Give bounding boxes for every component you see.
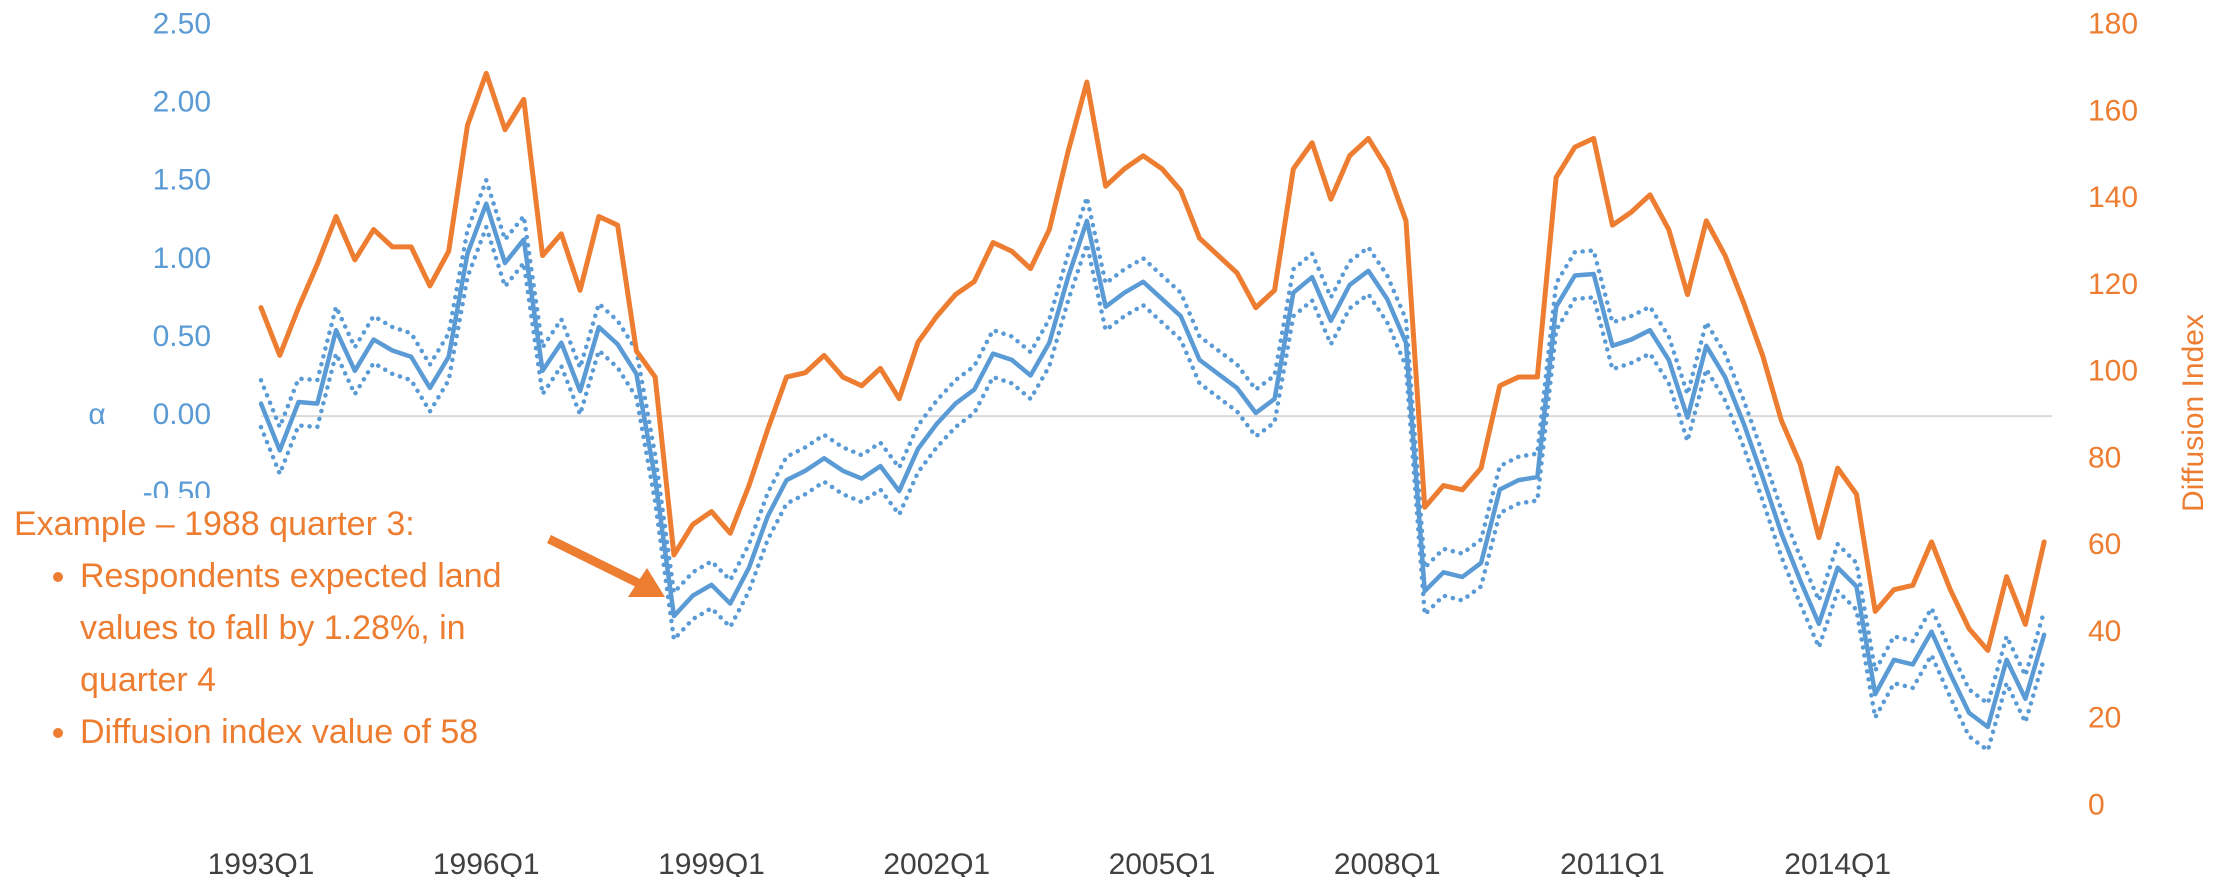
x-tick-label: 2014Q1 bbox=[1784, 848, 1891, 877]
x-tick-label: 2011Q1 bbox=[1560, 848, 1665, 877]
x-tick-label: 1996Q1 bbox=[433, 848, 540, 877]
y2-tick-label: 20 bbox=[2088, 702, 2121, 735]
y-tick-label: 2.00 bbox=[153, 86, 211, 119]
series-line bbox=[258, 70, 2047, 653]
y-axis-label: α bbox=[88, 398, 105, 431]
annotation-list: Respondents expected land values to fall… bbox=[8, 550, 560, 758]
annotation-bullet: Diffusion index value of 58 bbox=[80, 706, 560, 758]
y-tick-label: 1.00 bbox=[153, 242, 211, 275]
y2-tick-label: 140 bbox=[2088, 181, 2138, 214]
x-tick-label: 1993Q1 bbox=[208, 848, 315, 877]
series-line bbox=[258, 201, 2047, 730]
y2-tick-label: 120 bbox=[2088, 268, 2138, 301]
y2-tick-label: 180 bbox=[2088, 8, 2138, 41]
x-tick-label: 2002Q1 bbox=[883, 848, 990, 877]
annotation-title: Example – 1988 quarter 3: bbox=[14, 505, 415, 543]
y2-tick-label: 60 bbox=[2088, 528, 2121, 561]
annotation: Example – 1988 quarter 3: Respondents ex… bbox=[8, 498, 568, 840]
annotation-bullet: Respondents expected land values to fall… bbox=[80, 550, 560, 706]
y2-tick-label: 160 bbox=[2088, 94, 2138, 127]
y2-axis-label: Diffusion Index bbox=[2177, 314, 2210, 512]
y2-tick-label: 0 bbox=[2088, 789, 2105, 822]
series-line bbox=[258, 177, 2047, 706]
y-tick-label: 1.50 bbox=[153, 164, 211, 197]
y2-tick-label: 80 bbox=[2088, 441, 2121, 474]
y2-tick-label: 100 bbox=[2088, 355, 2138, 388]
y-tick-label: 0.50 bbox=[153, 320, 211, 353]
series-line bbox=[258, 224, 2047, 753]
y-tick-label: 0.00 bbox=[153, 398, 211, 431]
x-tick-label: 2008Q1 bbox=[1334, 848, 1441, 877]
x-tick-label: 1999Q1 bbox=[658, 848, 765, 877]
y2-tick-label: 40 bbox=[2088, 615, 2121, 648]
x-tick-label: 2005Q1 bbox=[1109, 848, 1216, 877]
y-tick-label: 2.50 bbox=[153, 8, 211, 41]
